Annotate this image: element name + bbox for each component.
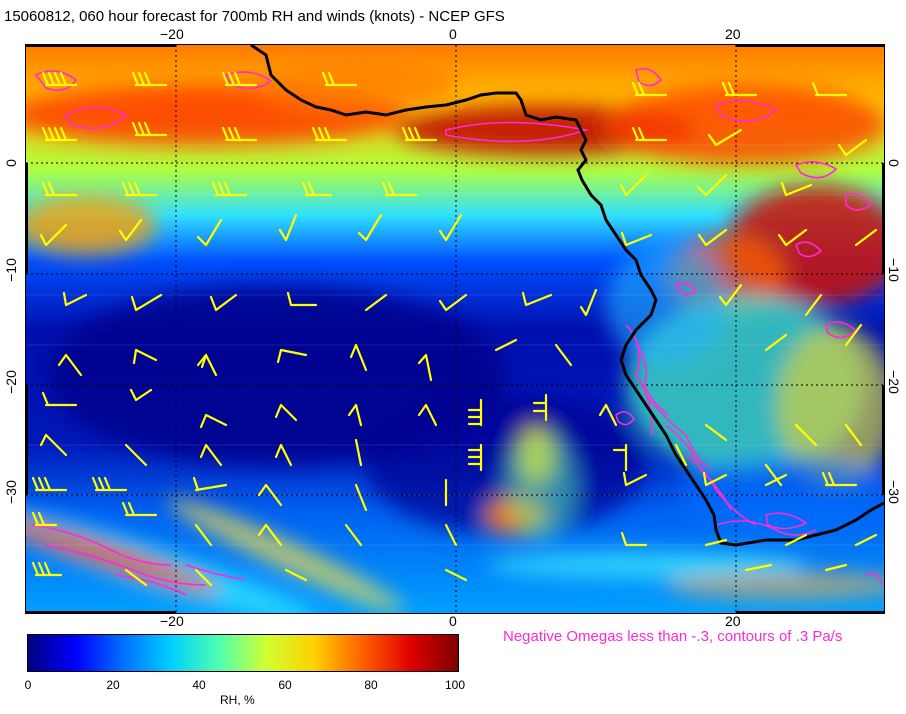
wind-barbs [31, 71, 878, 587]
lon-tick-bottom-20: 20 [725, 613, 741, 629]
lon-tick-top-0: 0 [449, 26, 457, 42]
colorbar-tick-80: 80 [364, 678, 378, 692]
lon-tick-top-minus20: −20 [160, 26, 184, 42]
rh-colorbar-gradient [28, 635, 458, 671]
omega-note: Negative Omegas less than -.3, contours … [503, 628, 843, 645]
lat-tick-left-0: 0 [3, 159, 19, 167]
lon-tick-top-20: 20 [725, 26, 741, 42]
colorbar-tick-40: 40 [192, 678, 206, 692]
colorbar-tick-20: 20 [106, 678, 120, 692]
colorbar-tick-100: 100 [444, 678, 466, 692]
map-svg [26, 45, 884, 613]
lat-tick-left-minus30: −30 [3, 480, 19, 504]
colorbar-title: RH, % [220, 693, 255, 707]
lat-tick-left-minus20: −20 [3, 370, 19, 394]
grid-texture [26, 144, 884, 546]
rh-colorbar [27, 634, 459, 672]
omega-contours [30, 67, 883, 596]
lon-tick-bottom-minus20: −20 [160, 613, 184, 629]
lat-tick-right-minus10: −10 [886, 258, 902, 282]
lat-tick-left-minus10: −10 [3, 258, 19, 282]
colorbar-tick-60: 60 [278, 678, 292, 692]
graticule [26, 45, 884, 613]
lon-tick-bottom-0: 0 [449, 613, 457, 629]
coastline [250, 45, 884, 547]
lat-tick-right-minus30: −30 [886, 480, 902, 504]
lat-tick-right-0: 0 [886, 159, 902, 167]
rh-wind-map [25, 44, 885, 614]
lat-tick-right-minus20: −20 [886, 370, 902, 394]
rh-field-blobs [26, 60, 884, 613]
colorbar-tick-0: 0 [24, 678, 32, 692]
map-title: 15060812, 060 hour forecast for 700mb RH… [4, 8, 505, 25]
